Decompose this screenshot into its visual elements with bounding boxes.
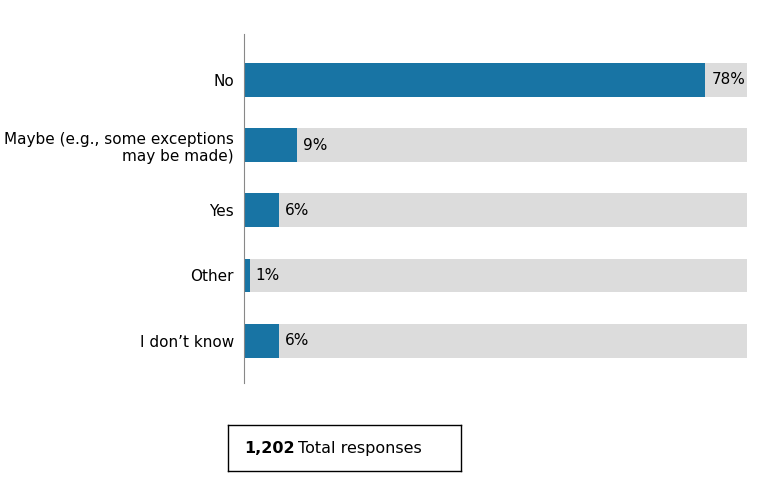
Bar — [244, 324, 279, 357]
Bar — [244, 259, 250, 293]
Bar — [244, 324, 747, 357]
Text: Total responses: Total responses — [298, 440, 422, 456]
Bar — [244, 128, 297, 162]
Text: 9%: 9% — [303, 137, 327, 153]
Bar — [244, 128, 747, 162]
Text: 6%: 6% — [286, 203, 310, 218]
Text: 1,202: 1,202 — [245, 440, 295, 456]
Bar — [244, 193, 747, 227]
Text: 6%: 6% — [286, 333, 310, 348]
Text: 1%: 1% — [255, 268, 280, 283]
Bar — [244, 63, 747, 97]
Bar — [244, 259, 747, 293]
Text: 78%: 78% — [711, 73, 745, 87]
Bar — [244, 193, 279, 227]
Bar — [244, 63, 705, 97]
